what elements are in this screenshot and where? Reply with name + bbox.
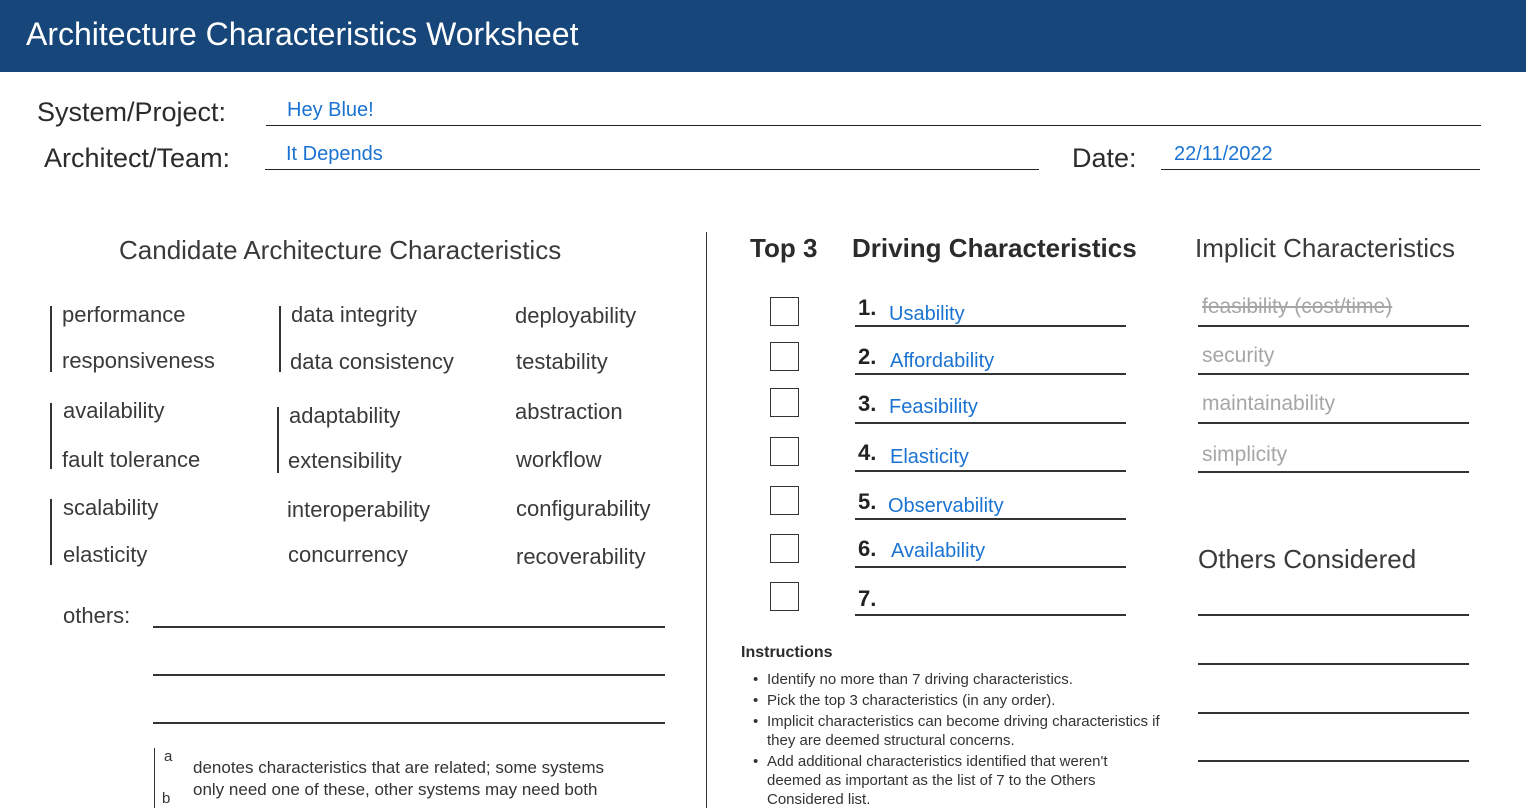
driving-number: 4. — [858, 440, 877, 465]
others-considered-title: Others Considered — [1198, 544, 1417, 574]
candidate-item: fault tolerance — [62, 447, 201, 472]
driving-line — [855, 518, 1126, 520]
implicit-item: simplicity — [1202, 443, 1288, 466]
driving-number: 3. — [858, 391, 877, 416]
header-bar — [0, 0, 1526, 72]
top3-checkbox[interactable] — [770, 582, 799, 611]
driving-line — [855, 373, 1126, 375]
driving-number: 7. — [858, 586, 877, 611]
others-input-line[interactable] — [153, 722, 665, 724]
implicit-line — [1198, 422, 1469, 424]
implicit-item: maintainability — [1202, 392, 1336, 415]
implicit-line — [1198, 373, 1469, 375]
others-label: others: — [63, 603, 131, 628]
driving-value[interactable]: Elasticity — [890, 446, 969, 468]
candidate-item: scalability — [63, 495, 159, 520]
date-value[interactable]: 22/11/2022 — [1174, 143, 1273, 165]
related-bracket — [50, 403, 52, 469]
legend-letter-a: a — [164, 748, 173, 765]
driving-number: 2. — [858, 344, 877, 369]
candidate-item: adaptability — [289, 403, 401, 428]
instruction-item: • Add additional characteristics identifi… — [753, 753, 1108, 808]
instruction-item: • Identify no more than 7 driving charact… — [753, 671, 1073, 688]
candidate-item: testability — [516, 349, 608, 374]
candidate-item: deployability — [515, 303, 637, 328]
driving-value[interactable]: Affordability — [890, 350, 995, 372]
top3-checkbox[interactable] — [770, 342, 799, 371]
driving-line — [855, 422, 1126, 424]
top3-checkbox[interactable] — [770, 437, 799, 466]
candidate-item: data consistency — [290, 349, 454, 374]
others-considered-line[interactable] — [1198, 712, 1469, 714]
implicit-item: security — [1202, 344, 1275, 367]
top3-checkbox[interactable] — [770, 486, 799, 515]
date-field[interactable] — [1161, 169, 1480, 170]
legend-letter-b: b — [162, 790, 171, 807]
driving-number: 5. — [858, 489, 877, 514]
driving-characteristics-title: Driving Characteristics — [852, 233, 1137, 263]
driving-line — [855, 614, 1126, 616]
driving-value[interactable]: Observability — [888, 495, 1004, 517]
driving-line — [855, 325, 1126, 327]
driving-number: 6. — [858, 536, 877, 561]
architect-team-value[interactable]: It Depends — [286, 143, 383, 165]
page-title: Architecture Characteristics Worksheet — [26, 16, 579, 52]
system-project-value[interactable]: Hey Blue! — [287, 99, 374, 121]
implicit-characteristics-title: Implicit Characteristics — [1195, 233, 1456, 263]
architect-team-field[interactable] — [265, 169, 1039, 170]
legend-text-line2: only need one of these, other systems ma… — [193, 780, 598, 799]
driving-value[interactable]: Availability — [891, 540, 986, 562]
instruction-item: • Implicit characteristics can become dri… — [753, 713, 1160, 749]
instructions-list: • Identify no more than 7 driving charact… — [741, 670, 1161, 811]
candidate-item: performance — [62, 302, 186, 327]
related-bracket — [277, 407, 279, 473]
related-bracket — [50, 499, 52, 565]
candidate-item: configurability — [516, 496, 651, 521]
candidate-item: data integrity — [291, 302, 417, 327]
others-considered-line[interactable] — [1198, 614, 1469, 616]
related-bracket — [279, 306, 281, 372]
candidate-characteristics-title: Candidate Architecture Characteristics — [119, 235, 562, 265]
candidate-item: extensibility — [288, 448, 402, 473]
implicit-line — [1198, 325, 1469, 327]
top3-checkbox[interactable] — [770, 297, 799, 326]
candidate-item: interoperability — [287, 497, 431, 522]
implicit-line — [1198, 471, 1469, 473]
candidate-item: responsiveness — [62, 348, 215, 373]
driving-value[interactable]: Usability — [889, 303, 965, 325]
driving-number: 1. — [858, 295, 877, 320]
candidate-item: elasticity — [63, 542, 148, 567]
top3-checkbox[interactable] — [770, 388, 799, 417]
legend-text-line1: denotes characteristics that are related… — [193, 758, 605, 777]
legend-bracket — [154, 748, 155, 808]
candidate-item: recoverability — [516, 544, 646, 569]
related-bracket — [50, 306, 52, 372]
top3-title: Top 3 — [750, 233, 818, 263]
driving-line — [855, 470, 1126, 472]
architect-team-label: Architect/Team: — [44, 143, 231, 173]
candidate-item: concurrency — [288, 542, 408, 567]
top3-checkbox[interactable] — [770, 534, 799, 563]
system-project-field[interactable] — [266, 125, 1481, 126]
implicit-item: feasibility (cost/time) — [1202, 295, 1393, 318]
driving-value[interactable]: Feasibility — [889, 396, 978, 418]
candidate-item: availability — [63, 398, 165, 423]
others-input-line[interactable] — [153, 674, 665, 676]
others-considered-line[interactable] — [1198, 760, 1469, 762]
system-project-label: System/Project: — [37, 97, 227, 127]
others-input-line[interactable] — [153, 626, 665, 628]
others-considered-line[interactable] — [1198, 663, 1469, 665]
candidate-item: abstraction — [515, 399, 623, 424]
date-label: Date: — [1072, 143, 1137, 173]
instructions-title: Instructions — [741, 644, 833, 661]
instruction-item: • Pick the top 3 characteristics (in any … — [753, 692, 1056, 709]
driving-line — [855, 566, 1126, 568]
section-divider — [706, 232, 707, 808]
candidate-item: workflow — [516, 447, 602, 472]
